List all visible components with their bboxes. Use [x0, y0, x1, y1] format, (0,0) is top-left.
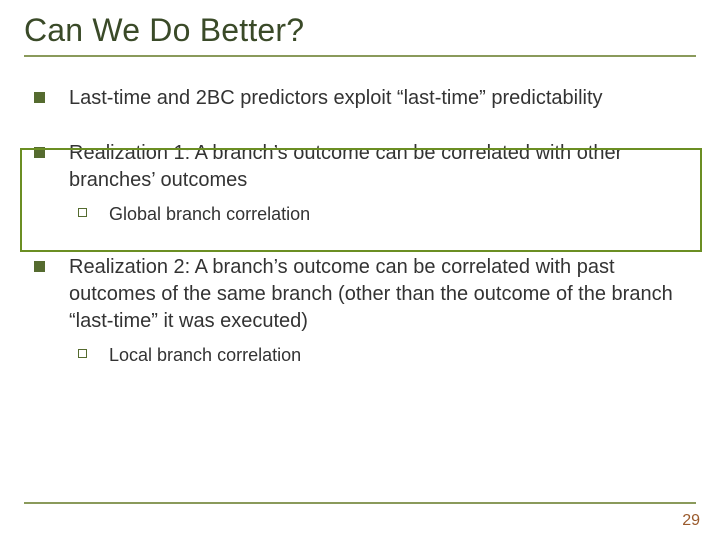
- slide: Can We Do Better? Last-time and 2BC pred…: [0, 0, 720, 540]
- bullet-text: Realization 1: A branch’s outcome can be…: [69, 140, 696, 194]
- sub-bullet-text: Global branch correlation: [109, 202, 310, 226]
- bullet-item: Realization 1: A branch’s outcome can be…: [34, 140, 696, 194]
- sub-bullet-item: Local branch correlation: [78, 343, 696, 367]
- square-bullet-icon: [34, 92, 45, 103]
- slide-content: Last-time and 2BC predictors exploit “la…: [24, 85, 696, 368]
- slide-title: Can We Do Better?: [24, 12, 696, 49]
- bullet-text: Last-time and 2BC predictors exploit “la…: [69, 85, 603, 112]
- page-number: 29: [682, 512, 700, 530]
- sub-bullet-item: Global branch correlation: [78, 202, 696, 226]
- hollow-square-icon: [78, 349, 87, 358]
- sub-bullet-text: Local branch correlation: [109, 343, 301, 367]
- hollow-square-icon: [78, 208, 87, 217]
- square-bullet-icon: [34, 261, 45, 272]
- bullet-item: Realization 2: A branch’s outcome can be…: [34, 254, 696, 335]
- title-underline: [24, 55, 696, 57]
- square-bullet-icon: [34, 147, 45, 158]
- bullet-text: Realization 2: A branch’s outcome can be…: [69, 254, 696, 335]
- bullet-item: Last-time and 2BC predictors exploit “la…: [34, 85, 696, 112]
- footer-rule: [24, 502, 696, 504]
